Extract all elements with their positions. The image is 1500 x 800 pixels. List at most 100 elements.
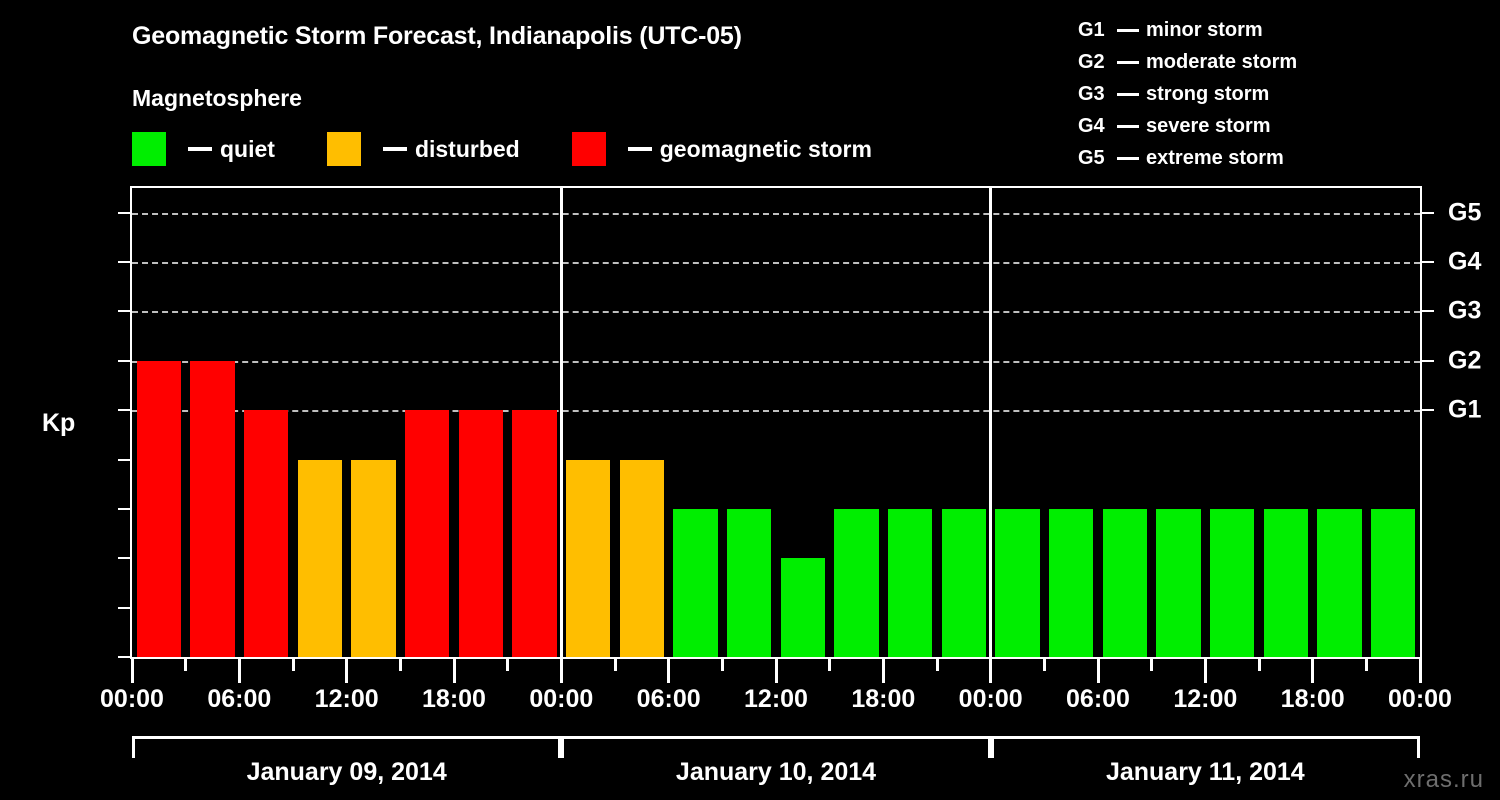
kp-bar [404, 410, 450, 657]
x-axis-tick-label: 06:00 [207, 685, 272, 713]
day-label: January 09, 2014 [246, 758, 447, 786]
x-axis-tick-label: 12:00 [314, 685, 379, 713]
x-axis-minor-tick [184, 659, 188, 671]
kp-bar [1370, 508, 1416, 657]
g-axis-tick-mark [1422, 261, 1434, 264]
x-axis-major-tick [1418, 659, 1422, 683]
kp-bar [673, 508, 718, 657]
storm-swatch [571, 132, 606, 166]
kp-bar [619, 459, 665, 657]
x-axis-tick-label: 00:00 [529, 685, 594, 713]
chart-plot-frame [130, 186, 1422, 659]
y-axis-tick-mark [118, 507, 130, 510]
gridline [132, 212, 1420, 215]
x-axis-major-tick [1311, 659, 1315, 683]
day-bracket-cap-left [990, 736, 994, 758]
g-scale-code: G1 [1078, 18, 1105, 41]
x-axis-major-tick [881, 659, 885, 683]
kp-bar [887, 508, 933, 657]
x-axis-major-tick [1203, 659, 1207, 683]
x-axis-minor-tick [828, 659, 832, 671]
kp-bar [1317, 508, 1362, 657]
g-scale-description: severe storm [1146, 114, 1271, 137]
x-axis-tick-label: 12:00 [1173, 685, 1238, 713]
x-axis-tick-label: 18:00 [851, 685, 916, 713]
x-axis-major-tick [774, 659, 778, 683]
g-scale-row: G2 moderate storm [1078, 46, 1297, 78]
legend-item: quiet [132, 132, 275, 166]
x-axis-tick-label: 00:00 [100, 685, 164, 713]
y-axis-tick-mark [118, 458, 130, 461]
x-axis-tick-label: 06:00 [1066, 685, 1130, 713]
g-scale-code: G2 [1078, 50, 1105, 73]
x-axis-minor-tick [613, 659, 617, 671]
chart-plot-area [132, 188, 1420, 657]
g-scale-row: G3 strong storm [1078, 78, 1297, 110]
y-axis-tick-mark [118, 606, 130, 609]
g-axis-tick-mark [1422, 409, 1434, 412]
g-axis-tick-mark [1422, 359, 1434, 362]
kp-bar [1209, 508, 1255, 657]
x-axis-major-tick [345, 659, 349, 683]
y-axis-title: Kp [42, 409, 76, 437]
day-bracket-cap-left [132, 736, 135, 758]
x-axis-minor-tick [1042, 659, 1046, 671]
x-axis-tick-label: 00:00 [958, 685, 1023, 713]
legend-item-label: disturbed [414, 135, 520, 162]
day-bracket-line [132, 736, 562, 739]
legend-dash-icon [627, 147, 652, 151]
quiet-swatch [132, 132, 166, 166]
day-bracket-cap-right [1416, 736, 1420, 758]
day-bracket-line [990, 736, 1420, 739]
x-axis-minor-tick [506, 659, 510, 671]
x-axis-tick-label: 18:00 [1280, 685, 1345, 713]
y-axis-tick-mark [118, 310, 130, 313]
g-axis-tick-label: G2 [1448, 346, 1482, 375]
g-scale-row: G1 minor storm [1078, 14, 1297, 46]
kp-bar [834, 508, 879, 657]
magnetosphere-section-label: Magnetosphere [132, 85, 302, 111]
x-axis-major-tick [452, 659, 456, 683]
day-label: January 10, 2014 [675, 758, 877, 786]
x-axis-minor-tick [1150, 659, 1154, 671]
x-axis-tick-label: 12:00 [744, 685, 808, 713]
kp-bar [1263, 508, 1309, 657]
disturbed-swatch [326, 132, 361, 166]
kp-bar [941, 508, 987, 657]
kp-bar [1156, 508, 1201, 657]
kp-bar [565, 459, 611, 657]
day-bracket-cap-right [987, 736, 991, 758]
legend-dash-icon [188, 147, 212, 151]
x-axis-major-tick [667, 659, 671, 683]
kp-bar [351, 459, 396, 657]
day-bracket [990, 736, 1420, 758]
watermark: xras.ru [1403, 766, 1484, 793]
x-axis-major-tick [130, 659, 134, 683]
page-title: Geomagnetic Storm Forecast, Indianapolis… [132, 22, 742, 50]
g-scale-code: G4 [1078, 114, 1105, 137]
g-scale-legend: G1 minor storm G2 moderate storm G3 strong st… [1078, 14, 1297, 174]
g-axis-tick-mark [1422, 211, 1434, 214]
g-scale-row: G5 extreme storm [1078, 142, 1297, 174]
g-scale-dash-icon [1117, 28, 1139, 32]
kp-bar [780, 558, 826, 657]
x-axis-tick-label: 00:00 [1388, 685, 1452, 713]
kp-bar [458, 410, 504, 657]
g-axis-tick-label: G5 [1448, 198, 1482, 227]
g-axis-tick-mark [1422, 310, 1434, 313]
y-axis-tick-mark [118, 656, 130, 658]
day-bracket-line [561, 736, 991, 739]
kp-bar [243, 410, 289, 657]
y-axis-tick-mark [118, 409, 130, 412]
g-scale-description: minor storm [1146, 18, 1263, 41]
gridline [132, 262, 1420, 265]
g-scale-description: moderate storm [1146, 50, 1298, 73]
g-axis-tick-label: G1 [1448, 395, 1482, 424]
y-axis-tick-mark [118, 211, 130, 214]
g-scale-dash-icon [1117, 156, 1139, 160]
kp-bar [995, 508, 1040, 657]
g-scale-code: G5 [1078, 146, 1105, 169]
g-axis-tick-label: G4 [1448, 247, 1482, 276]
g-scale-dash-icon [1117, 92, 1139, 96]
kp-bar [136, 360, 182, 657]
